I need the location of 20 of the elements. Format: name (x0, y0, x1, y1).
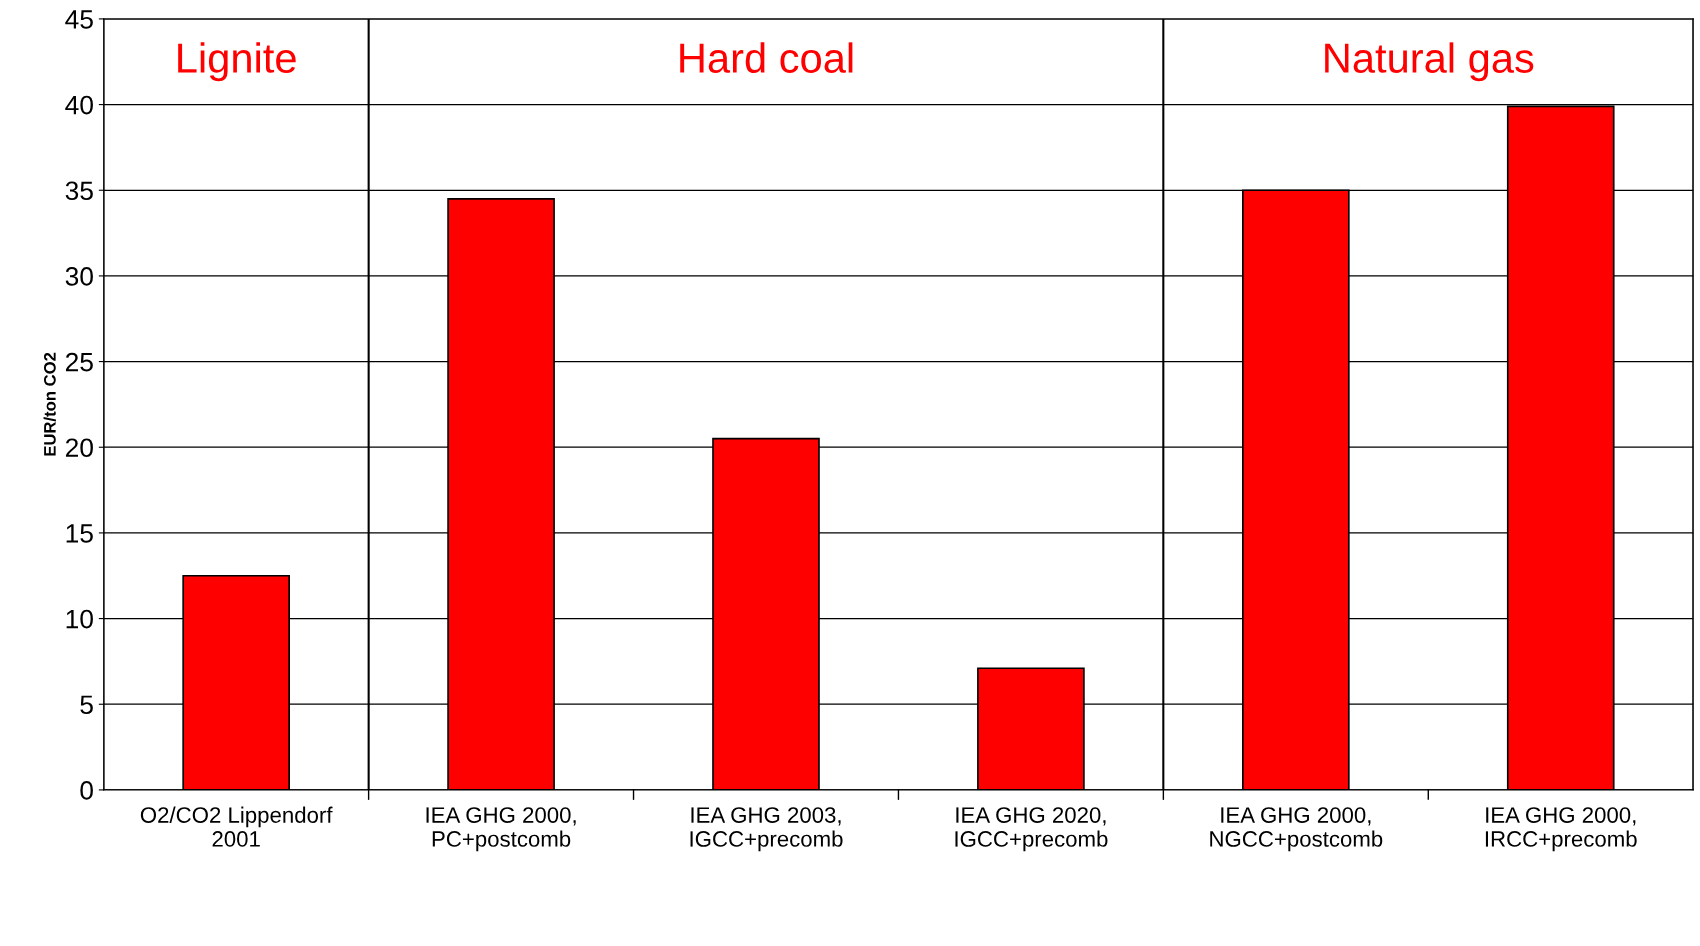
annotation: Natural gas (1325, 42, 1534, 82)
y-tick-label: 15 (66, 524, 93, 543)
x-tick-label: IEA GHG 2000, NGCC+postcomb (1210, 807, 1383, 852)
y-tick-label: 45 (65, 10, 93, 29)
y-tick-label: 35 (65, 181, 93, 201)
y-tick-label: 0 (80, 781, 93, 800)
y-tick-label: 30 (65, 267, 93, 286)
y-tick-label: 25 (65, 352, 93, 372)
y-tick-label: 40 (65, 95, 93, 115)
x-tick-label: IEA GHG 2020, IGCC+precomb (955, 807, 1108, 852)
annotation: Lignite (178, 42, 296, 82)
x-tick-label: IEA GHG 2000, IRCC+precomb (1485, 807, 1637, 852)
x-tick-label: IEA GHG 2003, IGCC+precomb (690, 807, 843, 852)
y-tick-label: 20 (65, 438, 93, 458)
annotation: Hard coal (680, 42, 853, 73)
y-tick-label: 10 (66, 609, 93, 629)
x-tick-label: O2/CO2 Lippendorf 2001 (140, 806, 333, 847)
y-tick-label: 5 (80, 695, 93, 715)
x-tick-label: IEA GHG 2000, PC+postcomb (426, 807, 576, 852)
y-axis-title: EUR/ton CO2 (43, 352, 56, 456)
